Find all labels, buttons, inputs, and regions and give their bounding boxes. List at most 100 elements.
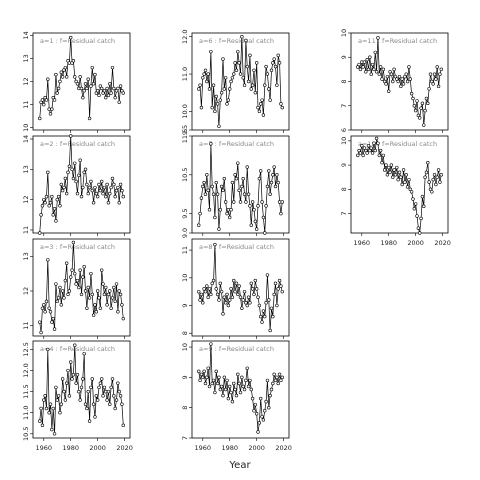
y-tick-label: 13	[22, 54, 30, 62]
data-point	[271, 314, 275, 319]
data-point	[253, 402, 258, 407]
data-point	[230, 295, 235, 299]
data-point	[78, 75, 82, 79]
data-point	[89, 271, 93, 276]
data-point	[267, 405, 271, 410]
y-tick-label: 10.5	[22, 427, 30, 441]
data-point	[233, 173, 237, 177]
data-point	[237, 284, 241, 288]
data-point	[40, 306, 45, 310]
data-point	[271, 381, 275, 386]
data-point	[233, 289, 237, 294]
data-point	[223, 301, 228, 305]
data-point	[372, 141, 376, 145]
data-point	[408, 77, 412, 81]
data-point	[261, 309, 266, 313]
data-point	[48, 310, 53, 314]
data-point	[434, 182, 438, 187]
data-point	[392, 67, 396, 72]
data-point	[214, 287, 218, 291]
panel-frame	[350, 135, 449, 234]
data-point	[439, 67, 443, 72]
data-point	[232, 381, 236, 386]
data-point	[362, 60, 367, 64]
data-point	[121, 194, 125, 199]
data-point	[60, 377, 65, 381]
x-tick-label: 1960	[36, 444, 53, 452]
data-point	[387, 89, 391, 93]
y-tick-label: 7	[340, 104, 348, 108]
data-point	[67, 394, 72, 398]
data-point	[389, 72, 394, 76]
data-point	[205, 79, 209, 84]
data-point	[428, 72, 433, 76]
data-point	[121, 316, 125, 321]
data-point	[121, 91, 125, 95]
data-point	[63, 278, 68, 283]
data-point	[222, 176, 227, 181]
y-tick-label: 7	[340, 212, 348, 216]
data-point	[374, 136, 379, 141]
data-point	[75, 82, 80, 86]
data-point	[71, 176, 76, 181]
data-point	[94, 394, 99, 398]
data-point	[250, 83, 255, 87]
data-point	[264, 301, 268, 305]
data-point	[82, 265, 86, 269]
data-point	[52, 207, 57, 211]
data-point	[275, 375, 279, 380]
data-point	[40, 204, 45, 208]
data-point	[261, 215, 266, 220]
data-point	[66, 170, 70, 175]
data-point	[210, 184, 214, 189]
data-point	[90, 188, 94, 193]
data-point	[241, 76, 245, 80]
data-point	[197, 87, 201, 91]
panel-label: a=9 : f=Residual catch	[199, 345, 274, 353]
y-tick-label: 11.0	[22, 405, 30, 419]
data-point	[268, 328, 272, 333]
y-tick-label: 8	[181, 331, 189, 335]
y-tick-label: 9.5	[181, 125, 189, 135]
data-point	[66, 368, 70, 373]
panel-9: 10.5 11.0 11.5 12.0 12.5 1960 1980 2000 2020 a=4 …	[22, 340, 133, 452]
data-point	[280, 375, 284, 380]
data-point	[413, 108, 418, 113]
data-point	[240, 184, 244, 189]
data-point	[206, 72, 210, 76]
data-point	[218, 281, 222, 286]
data-point	[214, 369, 218, 374]
x-tick-label: 2020	[116, 444, 133, 452]
data-point	[378, 65, 383, 69]
data-point	[424, 170, 429, 175]
data-point	[38, 116, 42, 121]
data-point	[93, 72, 97, 77]
data-point	[89, 84, 93, 88]
data-point	[106, 200, 111, 205]
data-point	[102, 385, 107, 390]
data-point	[234, 176, 239, 181]
data-point	[44, 406, 49, 411]
data-point	[87, 419, 92, 423]
data-point	[78, 398, 82, 402]
data-point	[206, 295, 210, 299]
data-point	[207, 287, 212, 291]
data-point	[116, 310, 120, 314]
data-point	[116, 185, 120, 190]
data-point	[201, 76, 205, 80]
data-point	[207, 208, 212, 212]
data-point	[249, 223, 253, 227]
data-point	[377, 72, 381, 76]
data-point	[217, 227, 221, 231]
data-point	[97, 296, 101, 300]
y-tick-label: 10	[340, 29, 348, 37]
data-point	[40, 98, 45, 102]
data-point	[91, 313, 96, 317]
data-point	[387, 165, 391, 170]
data-point	[81, 275, 85, 279]
data-point	[79, 292, 84, 297]
data-point	[83, 167, 88, 172]
data-point	[105, 398, 109, 402]
data-point	[257, 109, 262, 114]
data-point	[69, 35, 73, 40]
